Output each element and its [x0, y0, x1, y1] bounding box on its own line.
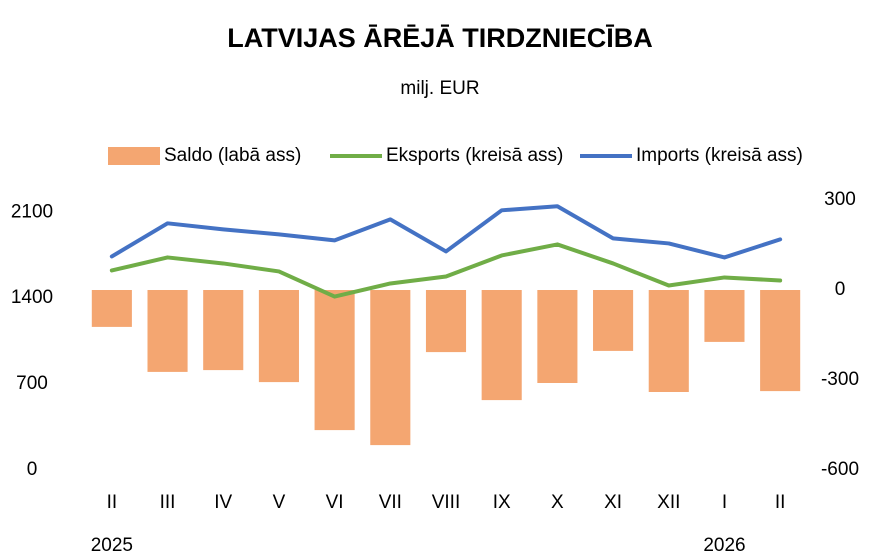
y2-tick-label: -300	[821, 369, 859, 390]
bar	[760, 290, 801, 392]
x-tick-label: V	[273, 492, 286, 513]
y2-tick-label: -600	[821, 459, 859, 480]
y-tick-label: 0	[27, 459, 38, 480]
bar	[91, 290, 132, 327]
x-tick-label: XI	[604, 492, 622, 513]
y-tick-label: 2100	[11, 201, 53, 222]
line	[109, 204, 783, 260]
bar	[147, 290, 188, 372]
x-tick-label: IX	[493, 492, 511, 513]
x-tick-label: III	[160, 492, 176, 513]
bar	[425, 290, 467, 353]
line	[109, 242, 783, 299]
x-tick-label: VI	[326, 492, 344, 513]
bar	[648, 290, 689, 392]
bar	[314, 290, 355, 431]
x-tick-label: X	[551, 492, 564, 513]
x-tick-label: VIII	[432, 492, 461, 513]
bar	[258, 290, 299, 383]
x-tick-label: I	[722, 492, 727, 513]
y2-tick-label: 300	[824, 189, 856, 210]
x-tick-label: XII	[657, 492, 680, 513]
bar	[704, 290, 745, 342]
chart-subtitle: milj. EUR	[400, 78, 479, 99]
bar	[370, 290, 411, 446]
legend-swatch	[108, 147, 160, 165]
y2-tick-label: 0	[835, 279, 846, 300]
year-label: 2026	[703, 535, 745, 556]
x-tick-label: II	[107, 492, 118, 513]
bar	[537, 290, 578, 383]
legend-label: Imports (kreisā ass)	[636, 145, 803, 166]
bar	[203, 290, 244, 371]
x-tick-label: IV	[214, 492, 232, 513]
bar	[481, 290, 522, 401]
x-tick-label: VII	[379, 492, 402, 513]
y-tick-label: 700	[16, 373, 48, 394]
chart-title: LATVIJAS ĀRĒJĀ TIRDZNIECĪBA	[227, 23, 653, 53]
legend-label: Eksports (kreisā ass)	[386, 145, 563, 166]
bar	[593, 290, 634, 351]
legend-label: Saldo (labā ass)	[164, 145, 301, 166]
year-label: 2025	[91, 535, 133, 556]
y-tick-label: 1400	[11, 287, 53, 308]
x-tick-label: II	[775, 492, 786, 513]
